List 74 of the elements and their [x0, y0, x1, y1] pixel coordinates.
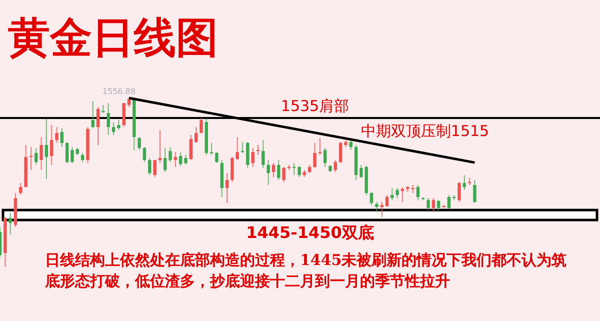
candlestick [164, 148, 167, 173]
candlestick [189, 134, 193, 161]
candlestick [34, 148, 38, 166]
candlestick [174, 152, 178, 168]
candlestick [112, 122, 116, 136]
candlestick [400, 186, 404, 202]
candlestick [225, 172, 229, 204]
candlestick [318, 138, 322, 156]
candlestick [266, 160, 270, 186]
candlestick [91, 100, 94, 129]
candlestick [370, 191, 374, 206]
candlestick [168, 146, 172, 163]
candlestick [447, 194, 451, 210]
candlestick [390, 188, 394, 201]
candlestick [360, 164, 363, 178]
candlestick [184, 154, 188, 166]
candlestick [40, 136, 43, 170]
candlestick [70, 146, 74, 164]
candlestick [153, 160, 156, 178]
annotation: 日线结构上依然处在底部构造的过程，1445未被刷新的情况下我们都不认为筑底形态打破，低位渣多，抄底迎接十二月到一月的季节性拉升 [45, 250, 568, 292]
candlestick [262, 140, 265, 168]
candlestick [44, 118, 48, 180]
candlestick [277, 160, 280, 180]
candlestick [96, 106, 100, 146]
candlestick [194, 126, 198, 144]
candlestick [334, 160, 337, 173]
candlestick [473, 179, 476, 204]
candlestick [80, 152, 84, 163]
candlestick [458, 181, 461, 202]
candlestick [200, 117, 203, 134]
candlestick [292, 162, 296, 176]
candlestick [462, 174, 466, 190]
candlestick [50, 124, 54, 166]
text: 1556.88 [102, 87, 136, 96]
candlestick [375, 201, 378, 213]
candlestick [122, 102, 126, 128]
candlestick [282, 166, 286, 182]
candlestick [437, 200, 440, 211]
candlestick [142, 146, 146, 163]
candlestick [236, 136, 239, 161]
band-label: 1445-1450双底 [246, 223, 374, 242]
candlestick [426, 198, 430, 211]
candlestick [380, 201, 384, 218]
candlestick [298, 165, 301, 178]
candlestick [19, 182, 22, 196]
candlestick [55, 126, 58, 144]
candlestick [240, 141, 244, 154]
candlestick [396, 188, 399, 199]
candlestick [230, 156, 234, 182]
candlestick [338, 141, 342, 164]
candlestick [106, 102, 110, 136]
candlestick [313, 142, 316, 168]
candlestick [385, 194, 389, 208]
candlestick [256, 144, 260, 156]
candlestick [8, 212, 12, 236]
candlestick [251, 148, 254, 168]
candlestick [148, 157, 152, 176]
candlestick [323, 148, 327, 168]
candlestick [246, 141, 250, 168]
candlestick [138, 136, 141, 151]
candlestick [117, 119, 120, 130]
candlestick [29, 146, 33, 170]
candlestick [432, 198, 436, 213]
candlestick [272, 162, 276, 178]
candlestick [60, 128, 64, 148]
candlestick [179, 152, 182, 166]
chart-title: 黄金日线图 [8, 13, 218, 62]
candlestick [210, 142, 214, 156]
ref-line-label: 1535肩部 [280, 96, 350, 115]
candlestick [215, 152, 218, 164]
annotation: 中期双顶压制1515 [360, 122, 490, 140]
candlestick [65, 141, 69, 164]
candlestick [158, 129, 162, 164]
candlestick [416, 184, 420, 201]
